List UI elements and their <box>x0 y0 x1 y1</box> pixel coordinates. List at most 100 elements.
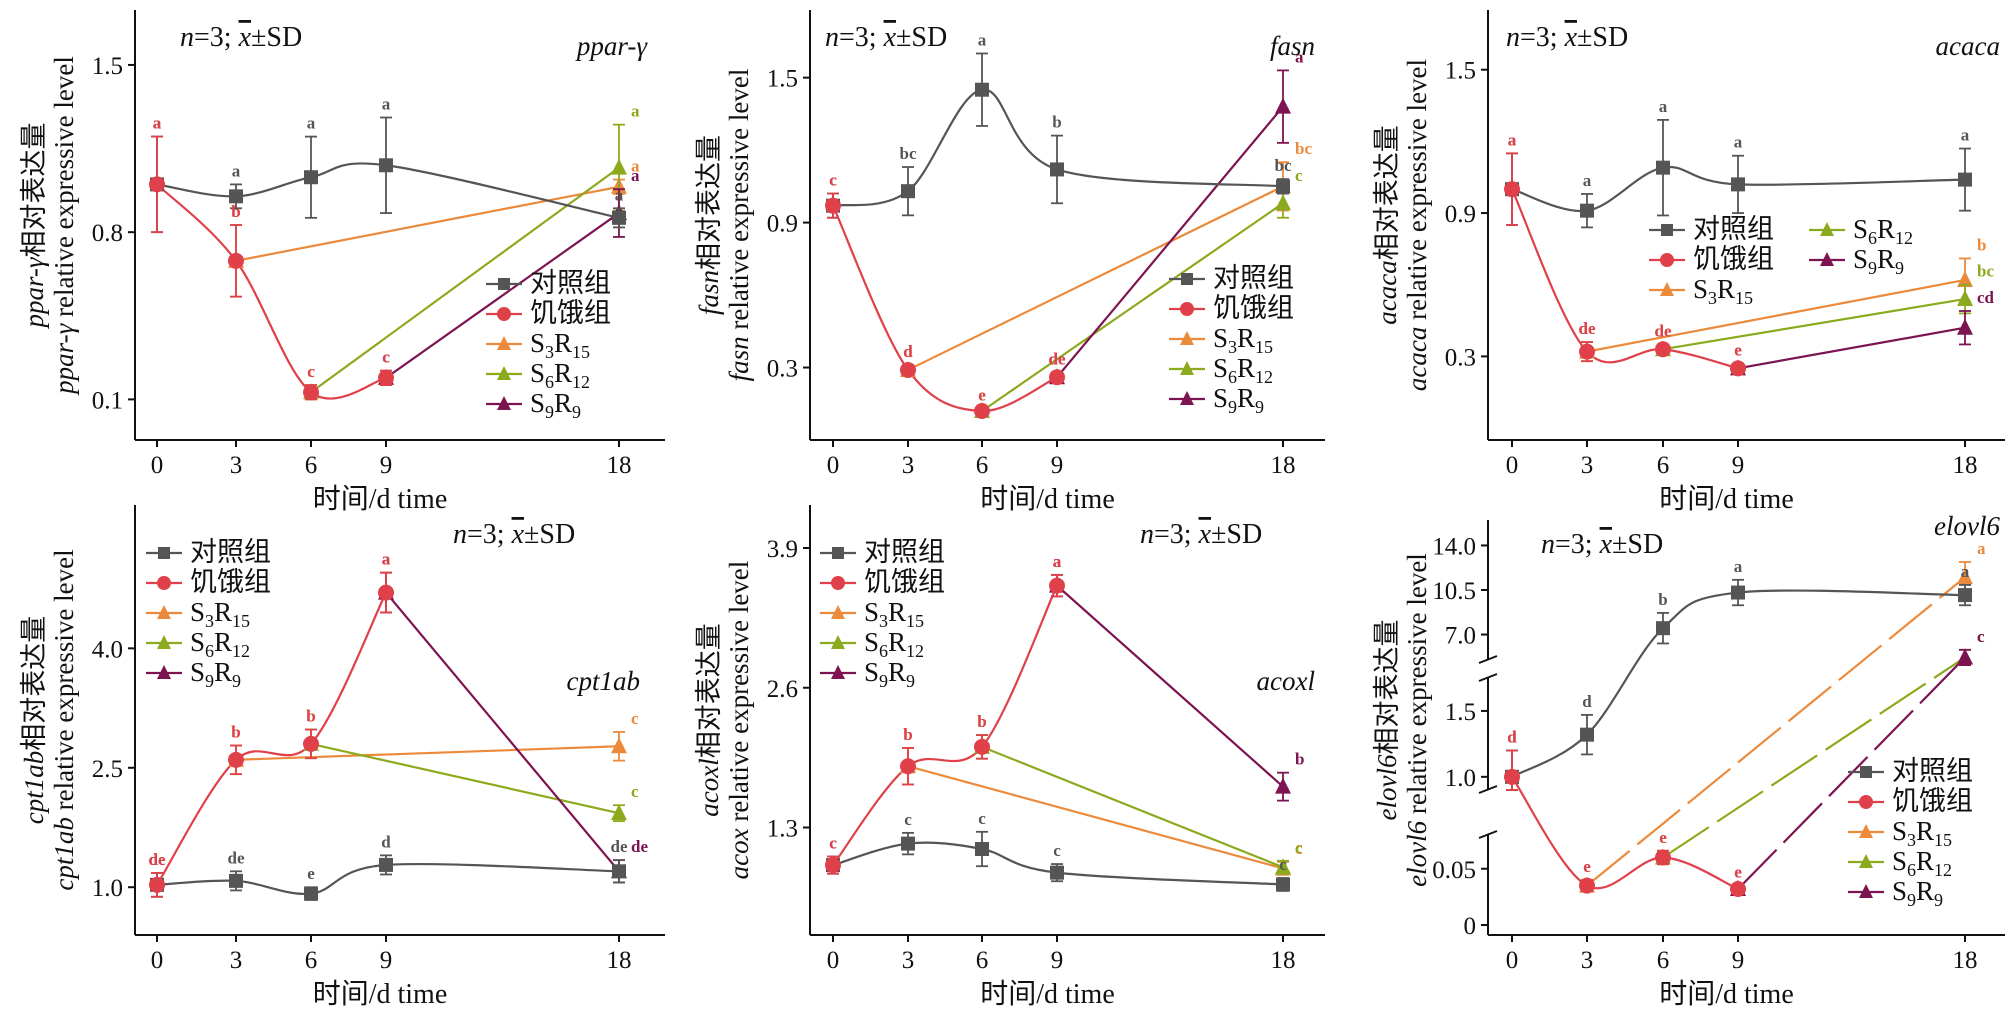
y-tick-label: 0.9 <box>767 211 798 238</box>
data-point-starvation <box>825 857 841 874</box>
data-point-starvation <box>303 735 319 752</box>
x-tick-label: 0 <box>827 947 840 974</box>
significance-label: bc <box>900 144 917 163</box>
significance-label: c <box>1977 627 1985 646</box>
x-tick-label: 18 <box>607 947 632 974</box>
significance-label: c <box>382 348 390 367</box>
data-point-starvation <box>974 738 990 755</box>
legend-marker <box>1820 252 1834 266</box>
legend-entry: S6R12 <box>1853 214 1913 248</box>
y-tick-label: 0.05 <box>1432 857 1476 884</box>
series-line-control <box>832 841 1284 886</box>
x-tick-label: 9 <box>1732 452 1745 479</box>
significance-label: e <box>1583 857 1591 876</box>
legend-marker <box>157 665 171 679</box>
legend-marker <box>831 635 845 649</box>
y-tick-label: 10.5 <box>1432 578 1476 605</box>
gene-name: acaca <box>1936 31 2000 61</box>
data-point-S3R15 <box>1957 270 1973 287</box>
legend-entry: 饥饿组 <box>1693 244 1774 274</box>
x-tick-label: 9 <box>1732 947 1745 974</box>
data-point-control <box>1050 162 1064 177</box>
legend-marker <box>158 547 170 559</box>
data-point-starvation <box>149 876 165 893</box>
stat-note: n=3; x±SD <box>825 22 947 53</box>
significance-label: c <box>1977 627 1985 646</box>
y-tick-label: 0.3 <box>767 356 798 383</box>
series-line-S9R9 <box>1737 656 1966 890</box>
data-point-control <box>901 836 915 851</box>
series-line-control <box>156 862 620 896</box>
legend-marker <box>1180 391 1194 405</box>
stat-note: n=3; x±SD <box>1541 529 1663 560</box>
y-tick-label: 1.0 <box>92 875 123 902</box>
significance-label: b <box>231 202 240 221</box>
series-line-S6R12 <box>1662 656 1966 859</box>
x-tick-label: 6 <box>976 452 989 479</box>
significance-label: c <box>631 709 639 728</box>
series-line-S3R15 <box>235 185 620 262</box>
legend-marker <box>1180 361 1194 375</box>
significance-label: a <box>1961 126 1970 145</box>
significance-label: de <box>1579 319 1596 338</box>
x-tick-label: 6 <box>1657 452 1670 479</box>
significance-label: c <box>382 348 390 367</box>
significance-label: d <box>903 342 913 361</box>
data-point-starvation <box>228 751 244 768</box>
significance-label: a <box>1053 552 1062 571</box>
significance-label: d <box>1507 727 1517 746</box>
stat-note: n=3; x±SD <box>1506 22 1628 53</box>
data-point-control <box>229 189 243 204</box>
legend-entry: 饥饿组 <box>864 567 945 597</box>
y-axis-title-en: elovl6 relative expressive level <box>1402 553 1432 887</box>
significance-label: e <box>307 864 315 883</box>
legend-marker <box>1859 854 1873 868</box>
legend-entry: S6R12 <box>530 358 590 392</box>
significance-label: de <box>1049 349 1066 368</box>
significance-label: a <box>382 95 391 114</box>
data-point-S9R9 <box>1275 97 1291 114</box>
series-line-starvation <box>156 183 387 400</box>
x-tick-label: 3 <box>1581 452 1594 479</box>
significance-label: a <box>153 114 162 133</box>
data-point-starvation <box>378 584 394 601</box>
x-tick-label: 3 <box>902 452 915 479</box>
y-tick-label: 14.0 <box>1432 533 1476 560</box>
y-axis-title-en: ppar-γ relative expressive level <box>49 56 79 396</box>
x-tick-label: 0 <box>151 947 164 974</box>
legend-marker <box>1180 331 1194 345</box>
y-axis-title-cn: acaca相对表达量 <box>1372 125 1402 324</box>
significance-label: a <box>631 102 640 121</box>
significance-label: b <box>1052 113 1061 132</box>
significance-label: e <box>1734 863 1742 882</box>
data-point-control <box>1276 179 1290 194</box>
significance-label: c <box>1295 838 1303 857</box>
legend-entry: S3R15 <box>530 328 590 362</box>
data-point-starvation <box>228 252 244 269</box>
significance-label: c <box>631 782 639 801</box>
legend-marker <box>1820 222 1834 236</box>
significance-label: b <box>977 712 986 731</box>
y-tick-label: 1.5 <box>1445 58 1476 85</box>
series-line-starvation <box>1511 188 1739 370</box>
data-point-starvation <box>149 176 165 193</box>
legend-entry: 饥饿组 <box>1892 786 1973 816</box>
data-point-control <box>1958 172 1972 187</box>
legend-entry: S3R15 <box>1213 323 1273 357</box>
data-point-S3R15 <box>1957 568 1973 585</box>
significance-label: c <box>904 810 912 829</box>
significance-label: a <box>631 157 640 176</box>
significance-label: bc <box>1275 156 1292 175</box>
significance-label: a <box>382 550 391 569</box>
y-tick-label: 0.8 <box>92 220 123 247</box>
legend-marker <box>1661 224 1673 236</box>
legend-marker <box>1660 282 1674 296</box>
data-point-starvation <box>378 369 394 386</box>
data-point-S6R12 <box>1275 194 1291 211</box>
significance-label: e <box>1659 828 1667 847</box>
significance-label: a <box>1508 130 1517 149</box>
legend-entry: 对照组 <box>190 537 271 567</box>
legend-entry: S6R12 <box>1213 353 1273 387</box>
series-line-starvation <box>1511 776 1739 891</box>
legend-entry: 饥饿组 <box>1213 293 1294 323</box>
